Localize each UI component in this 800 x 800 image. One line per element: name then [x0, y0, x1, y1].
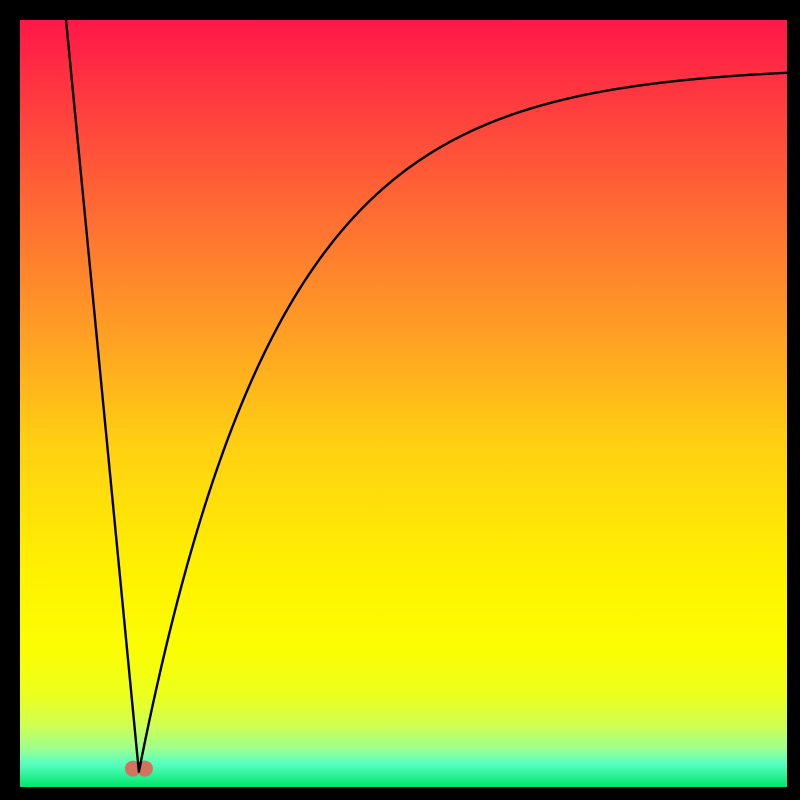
frame-bottom [0, 787, 800, 800]
plot-area [20, 20, 787, 787]
frame-right [787, 0, 800, 800]
chart-svg [20, 20, 787, 787]
frame-top [0, 0, 800, 20]
frame-left [0, 0, 20, 800]
gradient-background [20, 20, 787, 787]
